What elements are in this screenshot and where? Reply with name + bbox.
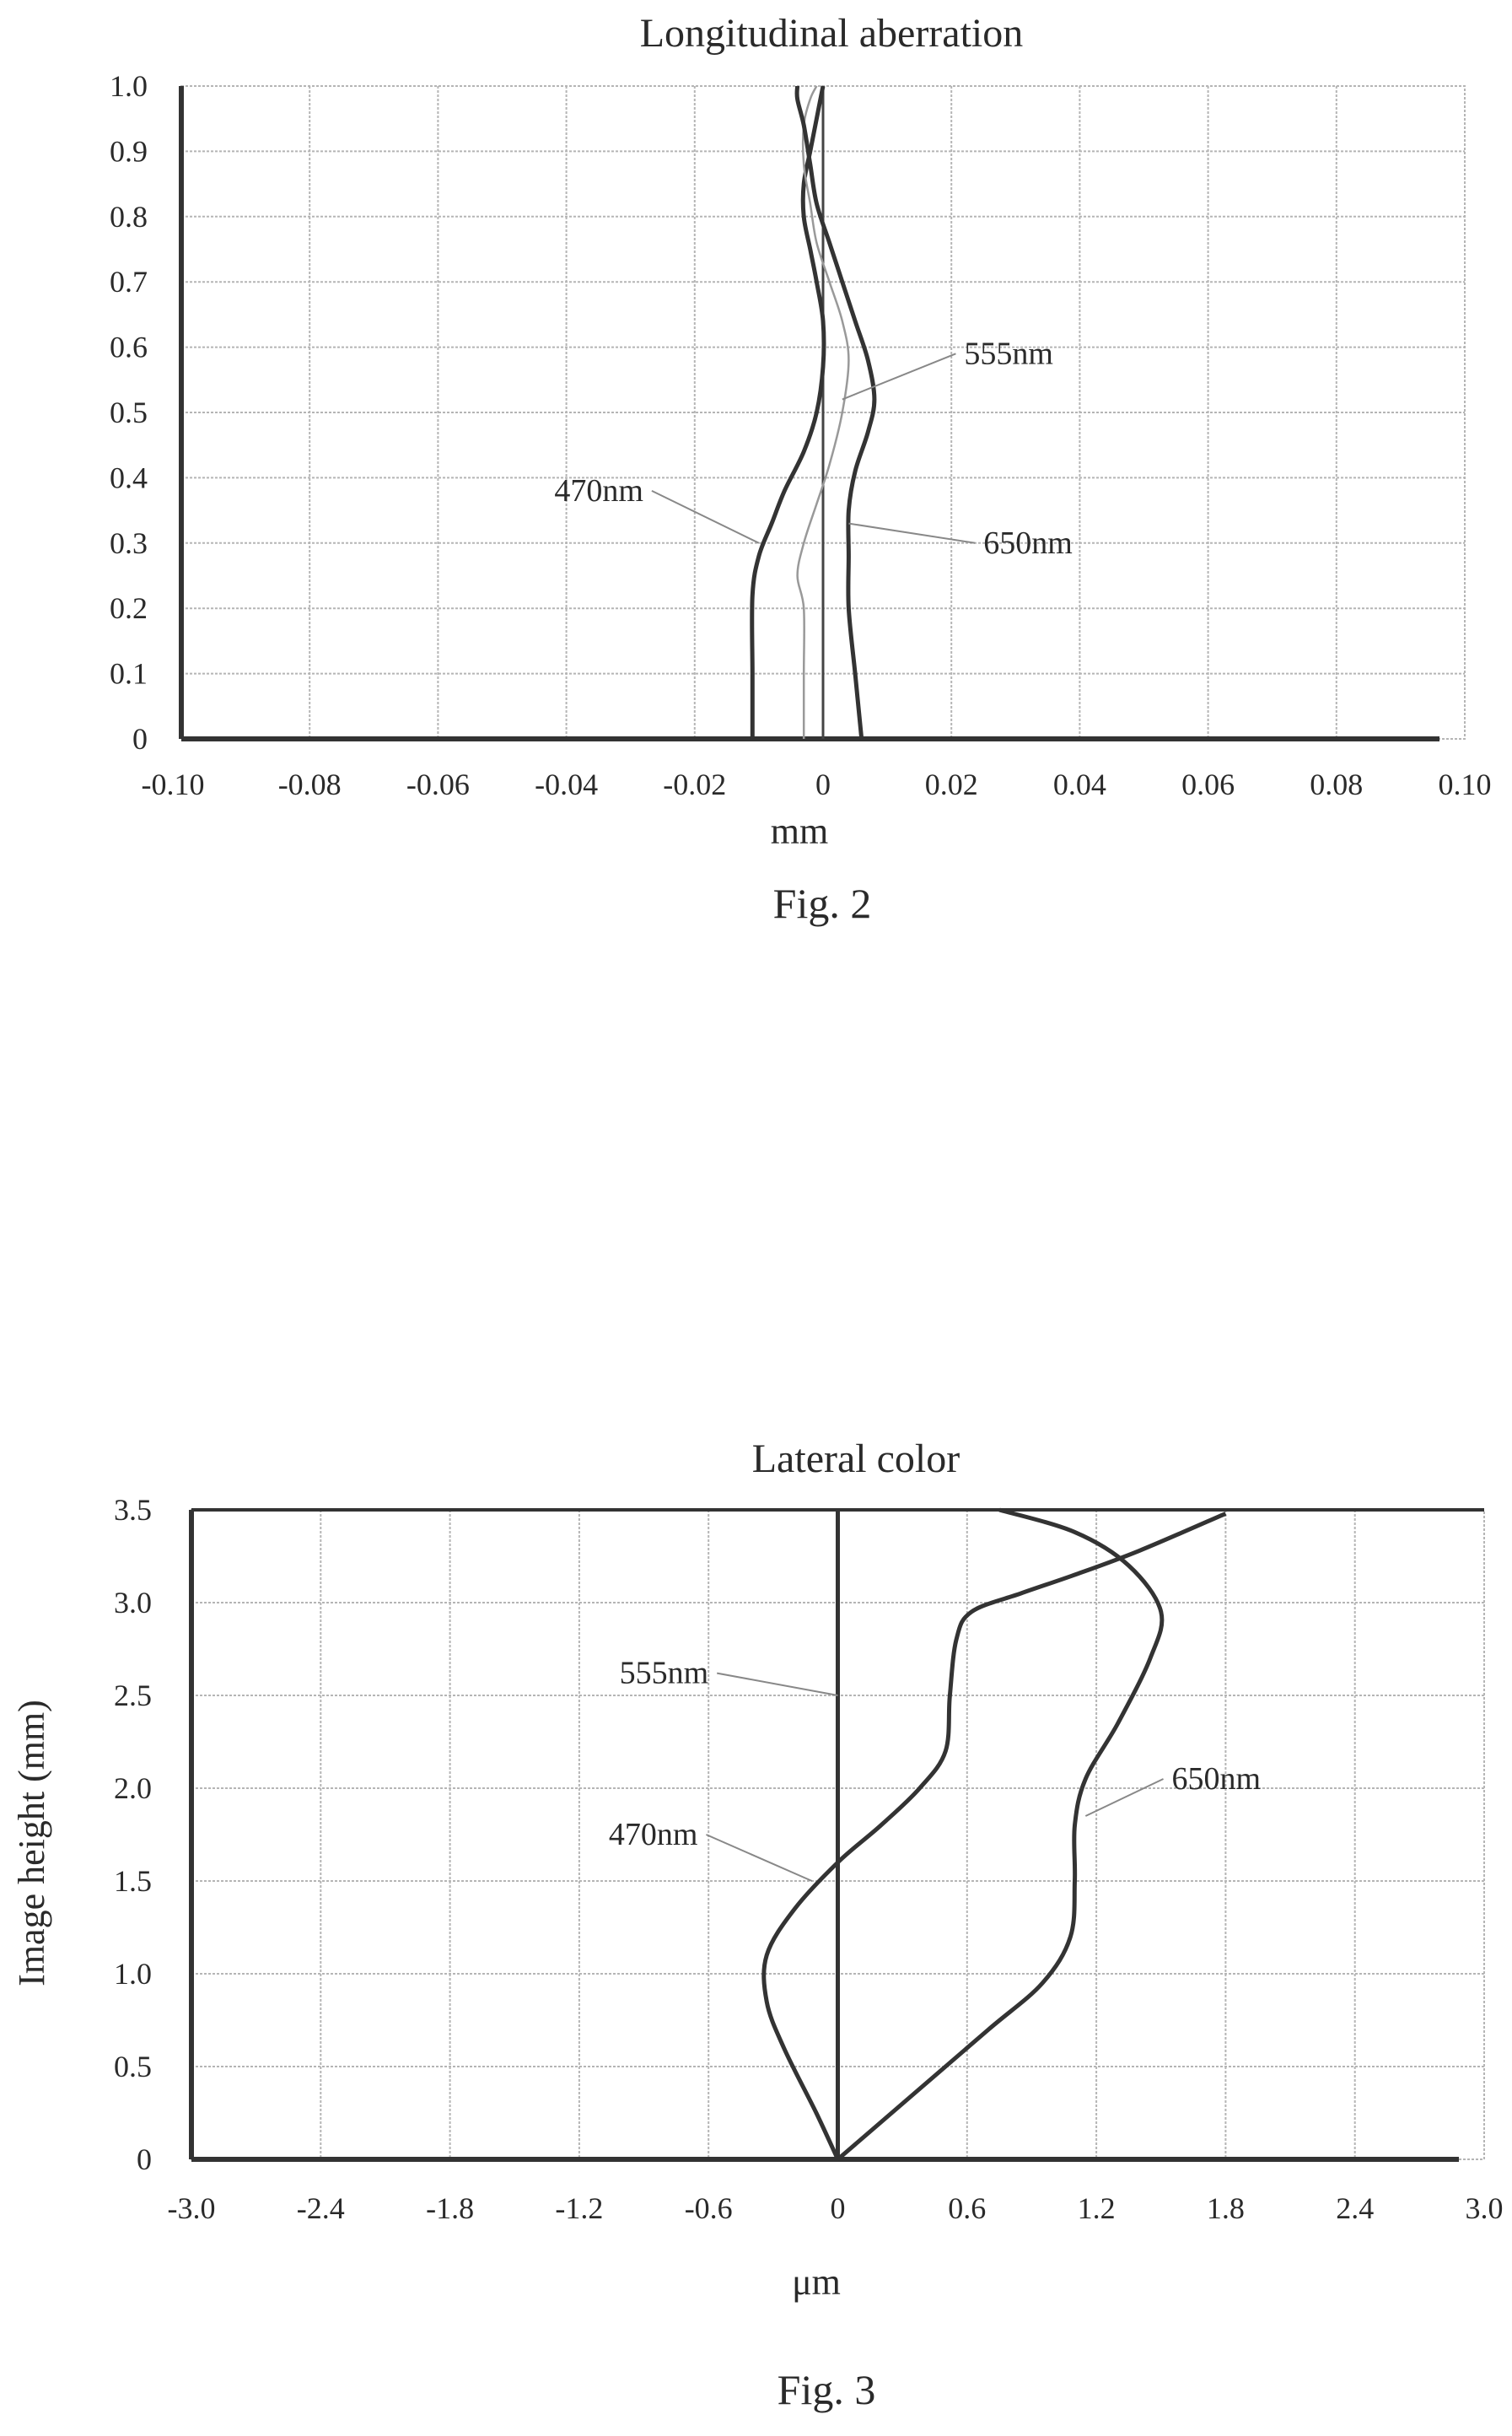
x-tick-label: -0.06 [406, 768, 470, 801]
callout-label: 555nm [620, 1656, 709, 1691]
x-tick-label: 0.06 [1181, 768, 1235, 801]
x-tick-label: 1.8 [1207, 2191, 1245, 2225]
figure-caption: Fig. 3 [778, 2366, 876, 2413]
y-tick-label: 0.5 [114, 2050, 152, 2083]
y-tick-label: 0 [132, 722, 148, 756]
y-tick-label: 0.2 [110, 591, 148, 625]
y-tick-label: 0.1 [110, 657, 148, 691]
x-tick-label: 2.4 [1336, 2191, 1374, 2225]
callout-leader-line [842, 353, 956, 401]
x-tick-label: -1.2 [555, 2191, 603, 2225]
callout-label: 470nm [554, 473, 643, 509]
x-tick-label: -0.10 [142, 768, 205, 801]
callout-label: 470nm [609, 1817, 698, 1852]
chart-title: Lateral color [752, 1436, 960, 1481]
x-tick-label: -0.02 [663, 768, 726, 801]
y-tick-label: 0.4 [110, 461, 148, 494]
x-tick-label: 0.02 [925, 768, 978, 801]
x-tick-label: -0.08 [278, 768, 342, 801]
y-tick-label: 0.8 [110, 200, 148, 234]
figure-caption: Fig. 2 [773, 880, 872, 927]
x-tick-label: 0 [815, 768, 831, 801]
x-tick-label: -0.04 [535, 768, 598, 801]
x-tick-label: -1.8 [426, 2191, 474, 2225]
callout-label: 555nm [964, 336, 1053, 371]
y-tick-label: 0.9 [110, 134, 148, 168]
callout-leader-line [651, 489, 760, 544]
x-tick-label: -2.4 [297, 2191, 345, 2225]
x-tick-label: 0.04 [1053, 768, 1106, 801]
series-line-555nm [796, 85, 850, 739]
callout-label: 650nm [983, 525, 1073, 561]
x-tick-label: 0.10 [1439, 768, 1492, 801]
y-tick-label: 2.0 [114, 1771, 152, 1805]
x-tick-label: 0 [831, 2191, 846, 2225]
y-tick-label: 1.5 [114, 1864, 152, 1898]
x-tick-label: -0.6 [685, 2191, 733, 2225]
callout-label: 650nm [1172, 1761, 1262, 1797]
y-tick-label: 0.5 [110, 396, 148, 429]
y-axis-label: Image height (mm) [11, 1700, 52, 1986]
x-axis-label: μm [792, 2261, 841, 2303]
y-tick-label: 1.0 [114, 1957, 152, 1991]
x-tick-label: -3.0 [168, 2191, 216, 2225]
lateral-color-chart: Lateral color μm Image height (mm) Fig. … [11, 1436, 1504, 2413]
x-tick-label: 0.6 [948, 2191, 986, 2225]
y-tick-label: 3.5 [114, 1493, 152, 1527]
longitudinal-aberration-chart: Longitudinal aberration mm Fig. 2 -0.10 -… [110, 11, 1492, 927]
x-tick-label: 0.08 [1310, 768, 1363, 801]
x-axis-label: mm [771, 811, 828, 852]
y-tick-label: 0.6 [110, 331, 148, 364]
y-tick-label: 1.0 [110, 69, 148, 103]
callout-leader-line [1084, 1778, 1164, 1817]
chart-title: Longitudinal aberration [640, 11, 1024, 56]
callout-leader-line [848, 522, 976, 544]
y-tick-label: 0.3 [110, 526, 148, 560]
y-tick-label: 2.5 [114, 1679, 152, 1712]
callout-leader-line [706, 1834, 813, 1882]
y-tick-label: 0 [137, 2142, 152, 2176]
series-line-470nm [761, 1512, 1227, 2161]
callout-leader-line [717, 1672, 838, 1696]
series-line-650nm [794, 85, 877, 740]
x-tick-label: 3.0 [1466, 2191, 1504, 2225]
y-tick-label: 0.7 [110, 265, 148, 299]
series-line-650nm [836, 1507, 1165, 2161]
x-tick-label: 1.2 [1078, 2191, 1116, 2225]
y-tick-label: 3.0 [114, 1586, 152, 1620]
